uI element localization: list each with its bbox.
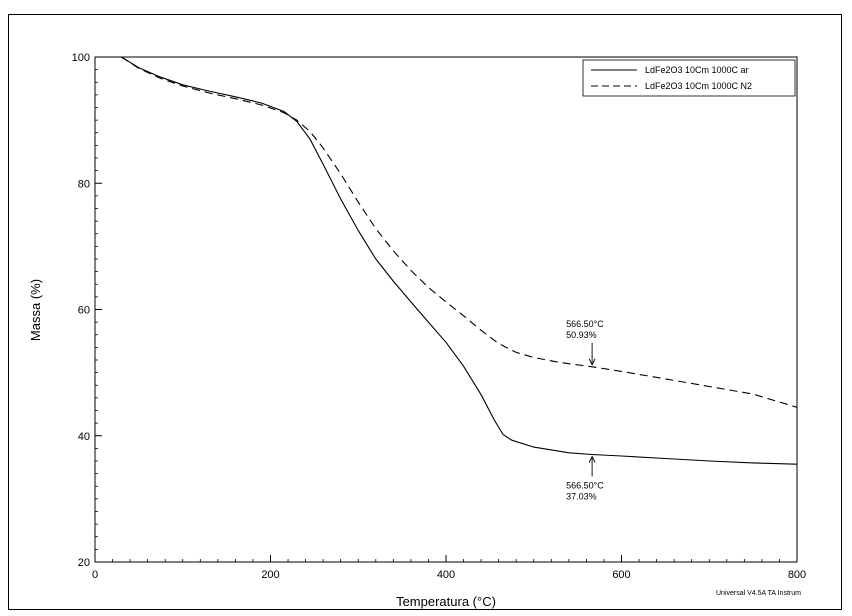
y-axis: 20 40 60 80 100 xyxy=(72,52,102,569)
series-line-1 xyxy=(121,56,798,465)
annotation-mass-label: 37.03% xyxy=(566,491,597,501)
y-tick-label: 20 xyxy=(78,557,90,569)
legend-label-series-2: LdFe2O3 10Cm 1000C N2 xyxy=(645,81,752,91)
y-tick-label: 100 xyxy=(72,52,90,64)
plot-area xyxy=(94,56,798,563)
x-tick-label: 800 xyxy=(788,569,806,581)
x-axis: 0 200 400 600 800 xyxy=(92,555,806,581)
annotation-arrowhead xyxy=(588,358,596,366)
y-tick-label: 80 xyxy=(78,178,90,190)
y-tick-label: 60 xyxy=(78,305,90,317)
x-tick-label: 200 xyxy=(261,569,279,581)
x-tick-label: 600 xyxy=(612,569,630,581)
x-axis-title: Temperatura (°C) xyxy=(396,594,496,609)
chart-frame xyxy=(8,14,842,610)
annotation-temp-label: 566.50°C xyxy=(566,480,604,490)
legend-label-series-1: LdFe2O3 10Cm 1000C ar xyxy=(645,65,749,75)
annotation-mass-label: 50.93% xyxy=(566,330,597,340)
series-line-2 xyxy=(121,56,798,408)
annotation-arrowhead xyxy=(588,455,596,463)
x-tick-label: 400 xyxy=(437,569,455,581)
annotation-temp-label: 566.50°C xyxy=(566,319,604,329)
x-tick-label: 0 xyxy=(92,569,98,581)
series-layer xyxy=(121,56,798,465)
footer-software-label: Universal V4.5A TA Instrum xyxy=(716,590,801,597)
legend-box xyxy=(582,59,796,97)
legend: LdFe2O3 10Cm 1000C ar LdFe2O3 10Cm 1000C… xyxy=(582,59,796,97)
annotations: 566.50°C50.93%566.50°C37.03% xyxy=(566,319,604,502)
y-axis-title: Massa (%) xyxy=(28,279,43,341)
y-tick-label: 40 xyxy=(78,431,90,443)
